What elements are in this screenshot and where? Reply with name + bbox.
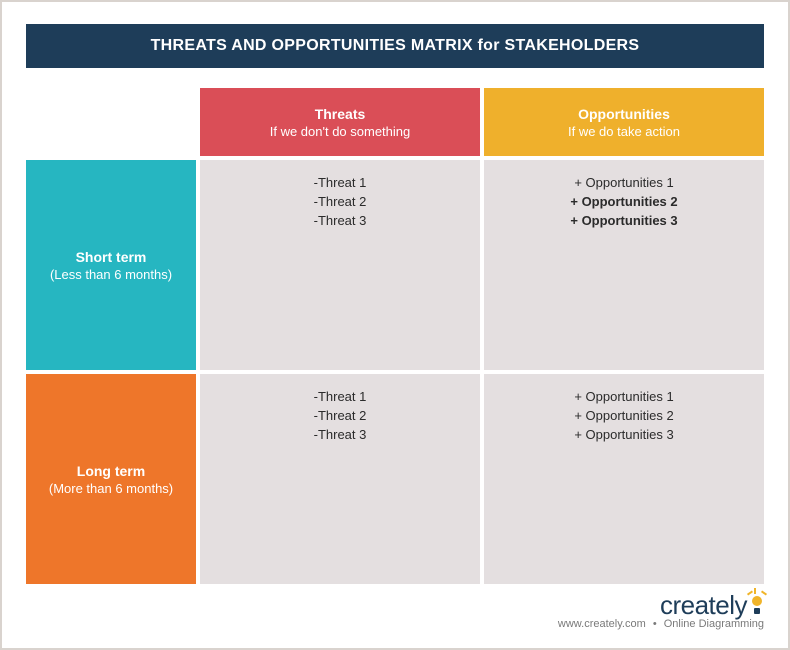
row-header-title: Long term bbox=[77, 463, 145, 479]
cell-line: -Threat 1 bbox=[210, 174, 470, 193]
footer-tagline: www.creately.com • Online Diagramming bbox=[558, 618, 764, 630]
row-header-title: Short term bbox=[76, 249, 147, 265]
cell-line: + Opportunities 2 bbox=[494, 193, 754, 212]
diagram-frame: THREATS AND OPPORTUNITIES MATRIX for STA… bbox=[0, 0, 790, 650]
footer-tag: Online Diagramming bbox=[664, 618, 764, 630]
row-header-subtitle: (Less than 6 months) bbox=[50, 267, 172, 282]
footer-url: www.creately.com bbox=[558, 618, 646, 630]
cell-long-term-threats: -Threat 1-Threat 2-Threat 3 bbox=[200, 374, 480, 584]
cell-line: + Opportunities 3 bbox=[494, 426, 754, 445]
cell-line: -Threat 3 bbox=[210, 212, 470, 231]
cell-line: -Threat 2 bbox=[210, 407, 470, 426]
cell-short-term-threats: -Threat 1-Threat 2-Threat 3 bbox=[200, 160, 480, 370]
cell-line: + Opportunities 3 bbox=[494, 212, 754, 231]
cell-short-term-opportunities: + Opportunities 1+ Opportunities 2+ Oppo… bbox=[484, 160, 764, 370]
column-header-subtitle: If we do take action bbox=[568, 124, 680, 139]
brand-text: creately bbox=[660, 592, 747, 618]
column-header-subtitle: If we don't do something bbox=[270, 124, 411, 139]
cell-line: + Opportunities 1 bbox=[494, 174, 754, 193]
matrix-grid: Threats If we don't do something Opportu… bbox=[26, 88, 764, 584]
column-header-title: Threats bbox=[315, 106, 366, 122]
lightbulb-icon bbox=[750, 590, 764, 616]
column-header-title: Opportunities bbox=[578, 106, 670, 122]
footer: creately www.creately.com • Online Diagr… bbox=[26, 590, 764, 630]
row-header-long-term: Long term (More than 6 months) bbox=[26, 374, 196, 584]
brand-logo: creately bbox=[660, 590, 764, 618]
title-bar: THREATS AND OPPORTUNITIES MATRIX for STA… bbox=[26, 24, 764, 68]
cell-line: -Threat 1 bbox=[210, 388, 470, 407]
column-header-threats: Threats If we don't do something bbox=[200, 88, 480, 156]
cell-line: + Opportunities 1 bbox=[494, 388, 754, 407]
separator-dot: • bbox=[653, 618, 657, 630]
row-header-subtitle: (More than 6 months) bbox=[49, 481, 173, 496]
cell-long-term-opportunities: + Opportunities 1+ Opportunities 2+ Oppo… bbox=[484, 374, 764, 584]
cell-line: + Opportunities 2 bbox=[494, 407, 754, 426]
column-header-opportunities: Opportunities If we do take action bbox=[484, 88, 764, 156]
row-header-short-term: Short term (Less than 6 months) bbox=[26, 160, 196, 370]
corner-spacer bbox=[26, 88, 196, 156]
cell-line: -Threat 3 bbox=[210, 426, 470, 445]
cell-line: -Threat 2 bbox=[210, 193, 470, 212]
